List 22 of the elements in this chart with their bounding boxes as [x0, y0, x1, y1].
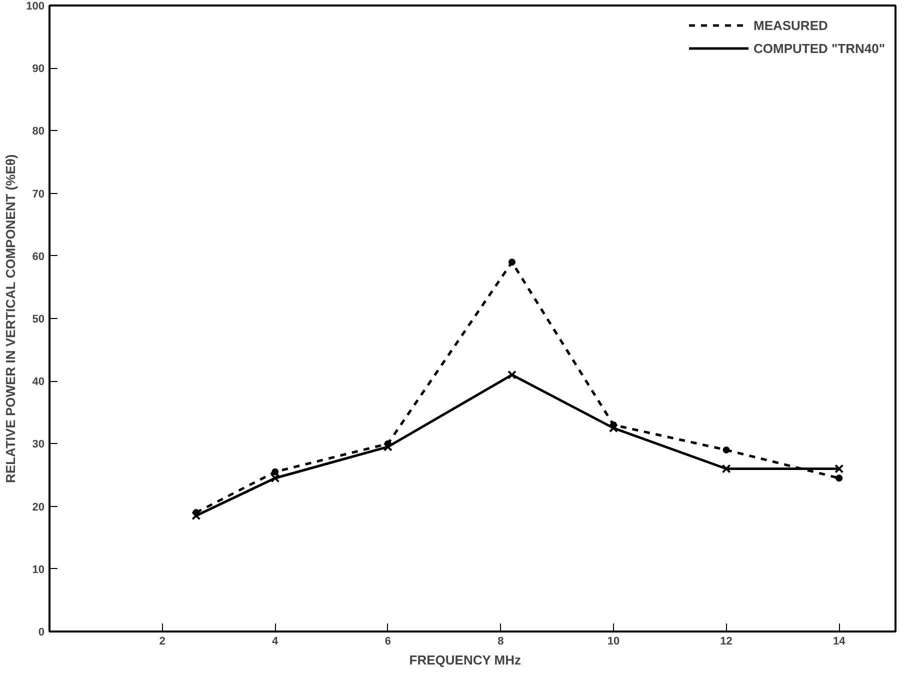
y-tick-label: 30	[32, 438, 45, 451]
y-tick-label: 40	[32, 376, 45, 388]
y-axis-title: RELATIVE POWER IN VERTICAL COMPONENT (%Eθ)	[3, 154, 18, 483]
x-tick-label: 14	[832, 636, 846, 648]
x-tick-label: 4	[272, 636, 280, 648]
x-tick-label: 2	[159, 636, 166, 648]
x-tick-label: 10	[607, 636, 620, 648]
y-tick-label: 20	[32, 501, 45, 514]
y-tick-label: 80	[32, 126, 45, 138]
y-tick-label: 90	[32, 63, 45, 76]
legend-label: COMPUTED "TRN40"	[753, 40, 885, 56]
x-axis-title: FREQUENCY MHz	[409, 652, 522, 668]
y-tick-label: 10	[32, 564, 45, 576]
x-tick-label: 6	[384, 636, 391, 648]
y-tick-label: 0	[38, 626, 45, 638]
y-tick-label: 70	[32, 188, 45, 200]
x-tick-label: 12	[720, 636, 732, 648]
x-tick-label: 8	[498, 636, 504, 648]
y-tick-label: 50	[32, 314, 45, 326]
y-tick-label: 100	[26, 0, 45, 12]
legend-label: MEASURED	[753, 18, 828, 32]
y-tick-label: 60	[32, 250, 45, 263]
